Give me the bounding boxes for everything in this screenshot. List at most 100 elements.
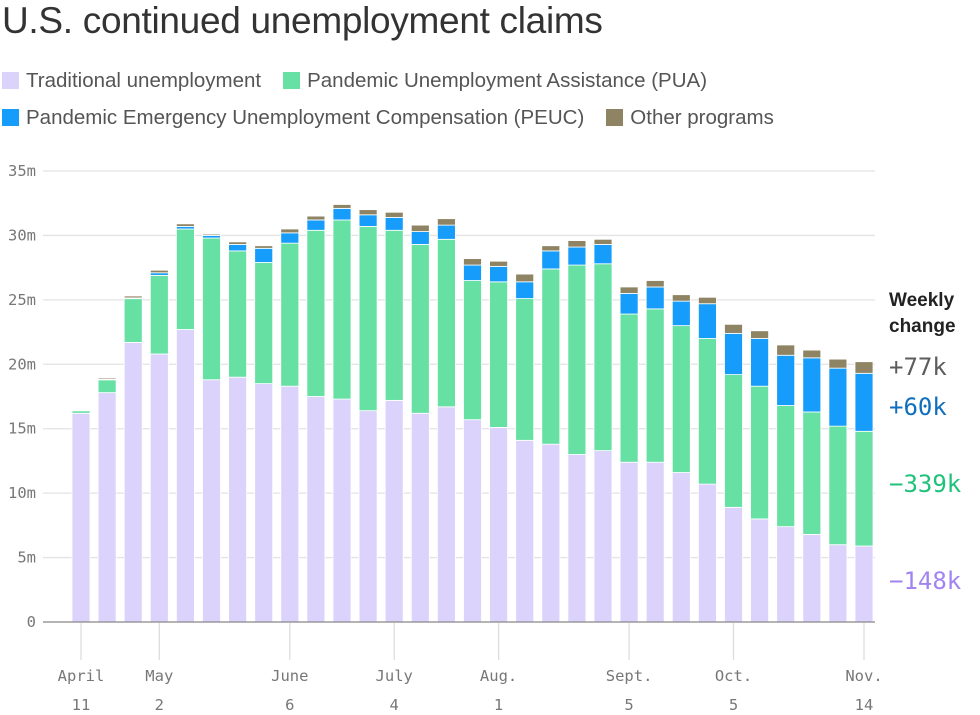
bar-segment-peuc [724,332,743,375]
x-tick-label-day: 6 [285,696,294,714]
bar-segment-pua [410,244,430,414]
bar-segment-peuc [776,354,796,406]
bar-segment-pua [593,263,613,452]
bar-segment-other [332,204,352,209]
bar-segment-other [228,241,248,245]
bar-segment-other [593,238,613,245]
bar-segment-peuc [228,244,248,252]
bar-segment-peuc [280,232,300,244]
bar-stack [698,296,717,623]
bar-segment-pua [776,405,796,528]
x-tick-label-month: April [58,667,105,685]
x-tick-label-month: Aug. [480,667,517,685]
bar-segment-other [724,323,743,334]
bar-stack [410,224,430,623]
bar-stack [802,349,822,623]
x-tick-label-day: 1 [494,696,503,714]
bar-stack [828,358,848,623]
bar-stack [71,408,91,623]
bar-segment-other [567,240,587,248]
bar-segment-other [202,233,221,236]
bar-segment-pua [698,338,717,485]
bar-segment-pua [175,228,195,330]
y-tick-label: 25m [8,291,36,309]
bar-stack [776,344,796,623]
bar-stack [254,245,274,623]
bar-segment-other [306,215,326,221]
bar-segment-peuc [541,250,561,270]
bar-segment-other [123,295,143,299]
legend-label-other: Other programs [630,105,774,129]
bar-segment-other [97,377,117,380]
bar-segment-other [463,258,482,266]
bar-segment-other [671,294,691,302]
bar-stack [463,258,482,623]
bar-segment-pua [384,229,404,401]
x-tick-label-month: Sept. [606,667,653,685]
bar-segment-other [645,280,665,288]
bar-segment-other [71,408,91,411]
x-tick-label-day: 14 [855,696,874,714]
y-tick-label: 5m [17,549,36,567]
bar-segment-peuc [410,231,430,245]
bar-stack [854,361,874,623]
bars [71,204,874,623]
bar-segment-traditional [489,427,509,623]
bar-segment-traditional [698,483,717,623]
bar-segment-other [802,349,822,359]
bar-segment-pua [306,229,326,397]
weekly-change-heading: Weekly change [889,288,956,340]
legend-swatch-peuc [2,109,19,126]
bar-stack [332,204,352,623]
bar-segment-traditional [149,353,169,623]
bar-stack [724,323,743,623]
legend-item-traditional: Traditional unemployment [2,69,261,93]
bar-segment-traditional [436,406,456,623]
y-tick-label: 20m [8,355,36,373]
x-tick-label-month: Oct. [715,667,752,685]
bar-segment-pua [254,262,274,385]
legend-label-peuc: Pandemic Emergency Unemployment Compensa… [26,105,585,129]
legend-item-pua: Pandemic Unemployment Assistance (PUA) [283,69,707,93]
bar-stack [280,228,300,623]
bar-segment-pua [645,308,665,463]
bar-stack [384,211,404,623]
bar-segment-traditional [332,398,352,623]
bar-segment-pua [202,237,221,381]
bar-stack [358,209,378,623]
bar-segment-other [410,224,430,232]
weekly-change-title-line1: Weekly [889,290,955,311]
weekly-change-title-line2: change [889,316,956,337]
bar-segment-other [436,218,456,226]
bar-segment-pua [724,374,743,508]
bar-segment-peuc [567,246,587,266]
x-tick-label-day: 11 [72,696,91,714]
bar-segment-pua [436,238,456,408]
bar-segment-pua [671,325,691,473]
bar-segment-pua [854,430,874,547]
weekly-change-traditional: −148k [889,567,962,595]
bar-segment-pua [358,226,378,412]
bar-segment-other [698,296,717,305]
bar-segment-pua [828,425,848,546]
bar-segment-peuc [332,207,352,221]
x-tick-label-month: June [271,667,308,685]
bar-segment-traditional [410,412,430,623]
bar-stack [567,240,587,623]
bar-segment-peuc [698,303,717,339]
y-tick-label: 30m [8,226,36,244]
bar-segment-traditional [776,526,796,623]
x-tick-label-day: 2 [155,696,164,714]
bar-segment-pua [567,264,587,455]
bar-stack [750,330,769,623]
bar-segment-other [280,228,300,234]
bar-segment-other [828,358,848,369]
bar-stack [541,245,561,623]
bar-stack [149,269,169,623]
bar-segment-other [619,286,639,294]
bar-segment-other [776,344,796,356]
legend: Traditional unemployment Pandemic Unempl… [2,62,942,136]
bar-segment-traditional [123,341,143,623]
bar-segment-traditional [750,518,769,623]
